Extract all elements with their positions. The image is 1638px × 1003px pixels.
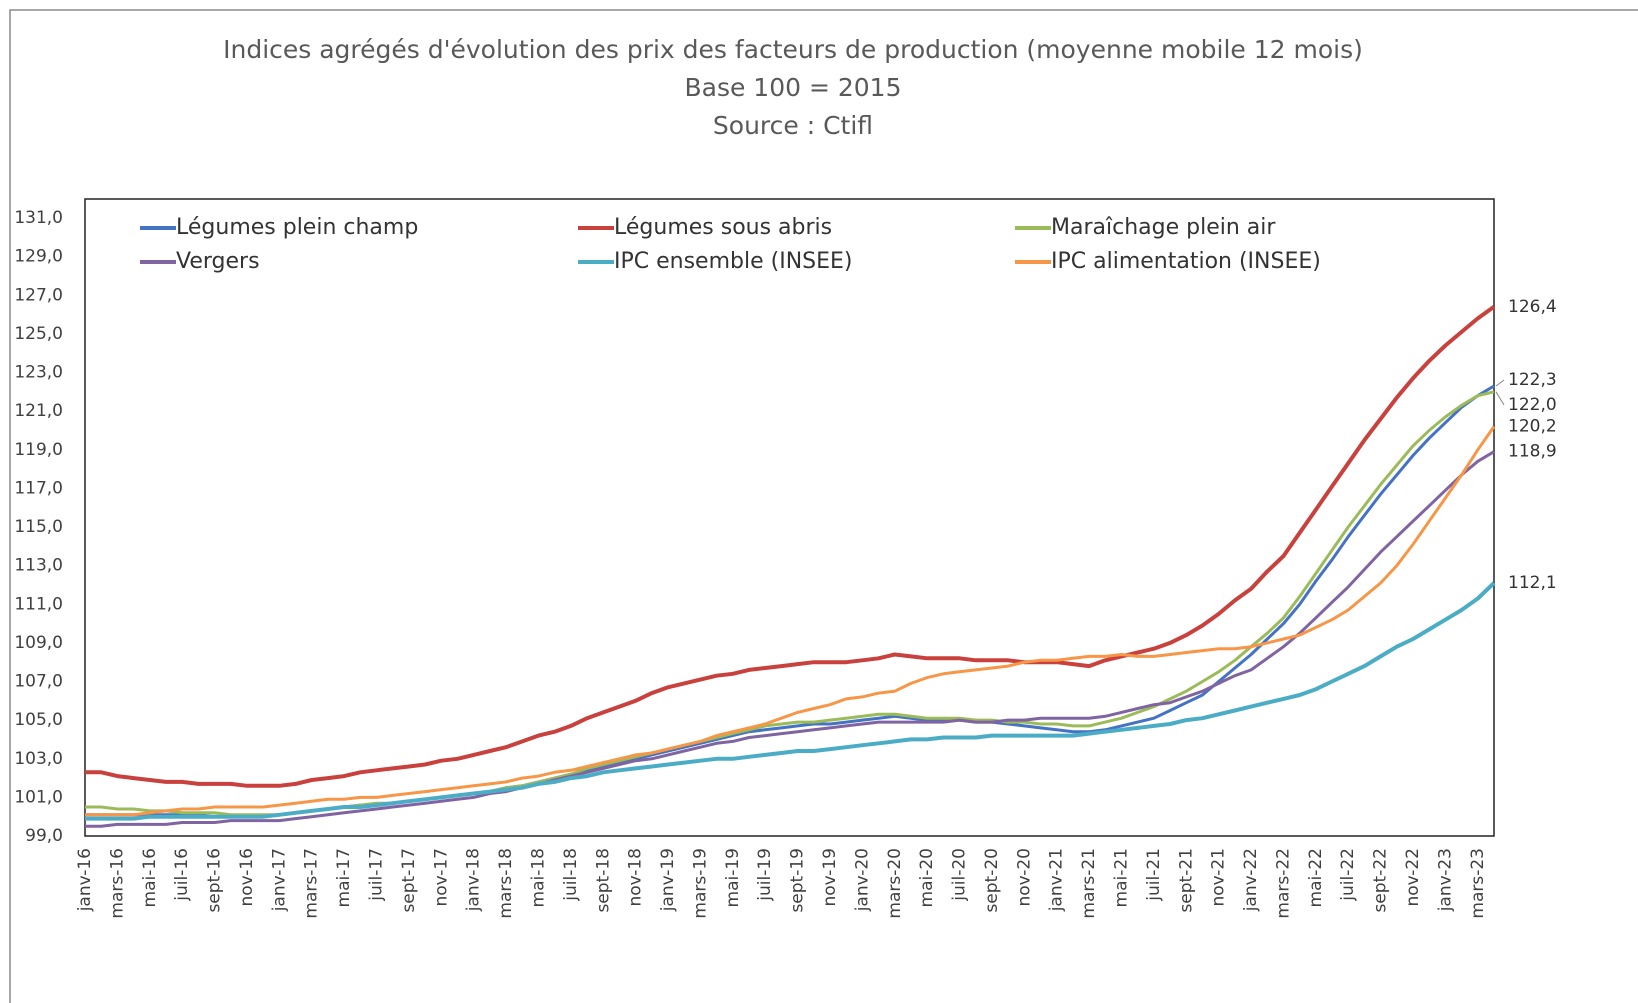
- x-tick-label: mars-18: [496, 848, 516, 919]
- series-line: [85, 450, 1495, 828]
- chart-frame: [9, 9, 1638, 1003]
- x-tick-label: janv-18: [464, 848, 484, 912]
- x-tick-label: nov-22: [1403, 848, 1423, 907]
- x-tick-label: sept-19: [788, 848, 808, 913]
- y-tick-label: 123,0: [14, 363, 63, 383]
- x-tick-label: nov-20: [1014, 848, 1034, 907]
- x-tick-label: juil-18: [561, 848, 581, 902]
- legend-label: IPC ensemble (INSEE): [614, 249, 853, 274]
- x-tick-label: mai-19: [723, 848, 743, 907]
- x-tick-label: nov-19: [820, 848, 840, 907]
- y-tick-label: 117,0: [14, 478, 63, 498]
- data-label: 126,4: [1508, 297, 1557, 317]
- legend-label: Légumes sous abris: [614, 215, 832, 240]
- y-tick-label: 119,0: [14, 440, 63, 460]
- label-leader: [1495, 379, 1505, 387]
- x-tick-label: mars-21: [1079, 848, 1099, 919]
- data-label: 120,2: [1508, 417, 1557, 437]
- y-tick-label: 99,0: [25, 826, 63, 846]
- series-line: [85, 581, 1496, 821]
- y-tick-label: 107,0: [14, 672, 63, 692]
- data-label: 122,0: [1508, 395, 1557, 415]
- x-tick-label: janv-23: [1435, 848, 1455, 912]
- chart-title: Indices agrégés d'évolution des prix des…: [223, 35, 1363, 64]
- x-tick-label: janv-21: [1047, 848, 1067, 912]
- x-tick-label: mai-20: [917, 848, 937, 907]
- x-tick-label: mai-21: [1112, 848, 1132, 907]
- y-tick-label: 115,0: [14, 517, 63, 537]
- x-tick-label: sept-20: [982, 848, 1002, 913]
- series-line: [85, 425, 1496, 817]
- x-tick-label: nov-16: [237, 848, 257, 907]
- x-tick-label: juil-19: [755, 848, 775, 902]
- data-label: 122,3: [1508, 370, 1557, 390]
- data-label: 112,1: [1508, 573, 1557, 593]
- y-tick-label: 127,0: [14, 285, 63, 305]
- y-tick-label: 113,0: [14, 556, 63, 576]
- x-tick-label: janv-19: [658, 848, 678, 912]
- plot-area: [84, 198, 1495, 837]
- legend-label: Maraîchage plein air: [1051, 215, 1276, 240]
- x-tick-label: juil-17: [367, 848, 387, 902]
- x-tick-label: juil-22: [1338, 848, 1358, 902]
- data-label: 118,9: [1508, 442, 1557, 462]
- x-tick-label: mai-18: [528, 848, 548, 907]
- x-tick-label: juil-21: [1144, 848, 1164, 902]
- x-tick-label: nov-21: [1209, 848, 1229, 907]
- y-tick-label: 129,0: [14, 247, 63, 267]
- label-leader: [1495, 391, 1505, 406]
- x-tick-label: mars-22: [1273, 848, 1293, 919]
- legend-label: IPC alimentation (INSEE): [1051, 249, 1321, 274]
- y-tick-label: 103,0: [14, 749, 63, 769]
- legend-label: Vergers: [176, 249, 260, 274]
- x-tick-label: juil-16: [172, 848, 192, 902]
- x-tick-label: janv-17: [269, 848, 289, 912]
- x-tick-label: mars-20: [885, 848, 905, 919]
- x-tick-label: mars-16: [107, 848, 127, 919]
- y-tick-label: 121,0: [14, 401, 63, 421]
- y-tick-label: 111,0: [14, 594, 63, 614]
- legend-label: Légumes plein champ: [176, 215, 418, 240]
- x-tick-label: sept-22: [1371, 848, 1391, 913]
- x-tick-label: mars-17: [302, 848, 322, 919]
- x-tick-label: mars-19: [690, 848, 710, 919]
- series-line: [85, 305, 1496, 788]
- x-tick-label: sept-16: [205, 848, 225, 913]
- y-tick-label: 101,0: [14, 787, 63, 807]
- x-tick-label: juil-20: [950, 848, 970, 902]
- x-tick-label: mai-16: [140, 848, 160, 907]
- x-tick-label: nov-18: [626, 848, 646, 907]
- x-tick-label: sept-21: [1176, 848, 1196, 913]
- x-tick-label: mai-17: [334, 848, 354, 907]
- y-tick-label: 109,0: [14, 633, 63, 653]
- x-tick-label: janv-20: [852, 848, 872, 912]
- y-tick-label: 125,0: [14, 324, 63, 344]
- x-tick-label: mars-23: [1468, 848, 1488, 919]
- chart-source: Source : Ctifl: [713, 111, 873, 140]
- x-tick-label: sept-17: [399, 848, 419, 913]
- x-tick-label: sept-18: [593, 848, 613, 913]
- x-tick-label: janv-16: [75, 848, 95, 912]
- x-tick-label: janv-22: [1241, 848, 1261, 912]
- x-tick-label: mai-22: [1306, 848, 1326, 907]
- y-tick-label: 131,0: [14, 208, 63, 228]
- y-tick-label: 105,0: [14, 710, 63, 730]
- chart-subtitle: Base 100 = 2015: [684, 73, 901, 102]
- x-tick-label: nov-17: [431, 848, 451, 907]
